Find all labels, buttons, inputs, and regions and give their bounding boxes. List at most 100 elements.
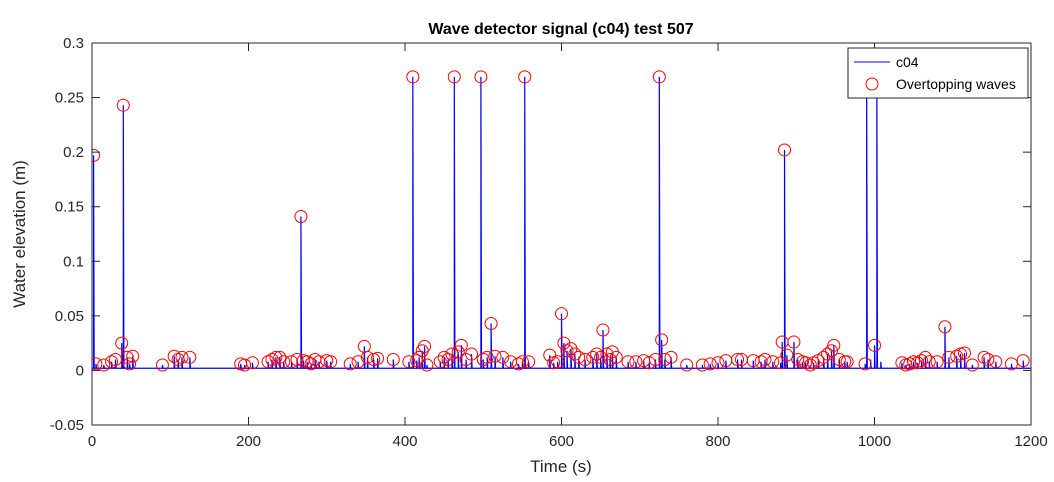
x-tick-label: 200	[236, 433, 261, 450]
overtopping-wave-marker	[1004, 357, 1018, 371]
legend-marker-swatch	[865, 77, 879, 91]
overtopping-wave-marker	[950, 349, 964, 363]
overtopping-wave-marker	[543, 348, 557, 362]
overtopping-wave-marker	[648, 353, 662, 367]
overtopping-wave-marker	[560, 344, 574, 358]
y-tick-label: 0.3	[63, 35, 84, 52]
overtopping-wave-marker	[590, 347, 604, 361]
overtopping-wave-marker	[518, 70, 532, 84]
overtopping-wave-marker	[658, 353, 672, 367]
overtopping-wave-marker	[977, 350, 991, 364]
x-tick-label: 600	[549, 433, 574, 450]
overtopping-wave-marker	[454, 338, 468, 352]
overtopping-wave-marker	[269, 350, 283, 364]
overtopping-wave-marker	[437, 350, 451, 364]
overtopping-wave-marker	[840, 355, 854, 369]
legend: c04 Overtopping waves	[847, 47, 1029, 99]
overtopping-wave-marker	[629, 355, 643, 369]
overtopping-wave-marker	[642, 356, 656, 370]
overtopping-wave-marker	[758, 353, 772, 367]
x-axis-label: Time (s)	[530, 457, 592, 476]
overtopping-wave-marker	[343, 357, 357, 371]
overtopping-wave-marker	[824, 344, 838, 358]
overtopping-wave-marker	[555, 307, 568, 321]
overtopping-wave-marker	[817, 350, 831, 364]
overtopping-wave-marker	[680, 358, 694, 372]
overtopping-wave-marker	[821, 347, 835, 361]
overtopping-wave-marker	[803, 358, 817, 372]
overtopping-wave-marker	[930, 355, 944, 369]
overtopping-wave-marker	[445, 347, 459, 361]
y-tick-label: 0.1	[63, 253, 84, 270]
overtopping-wave-marker	[903, 357, 917, 371]
overtopping-wave-marker	[304, 357, 318, 371]
overtopping-wave-marker	[155, 358, 169, 372]
overtopping-wave-marker	[406, 70, 420, 84]
x-tick-label: 0	[88, 433, 96, 450]
overtopping-wave-marker	[572, 350, 586, 364]
overtopping-wave-marker	[324, 355, 338, 369]
overtopping-wave-marker	[294, 210, 308, 224]
overtopping-wave-marker	[92, 148, 101, 162]
overtopping-wave-marker	[938, 320, 952, 334]
overtopping-wave-marker	[568, 347, 582, 361]
overtopping-wave-marker	[484, 316, 498, 330]
overtopping-wave-marker	[787, 335, 801, 349]
overtopping-wave-marker	[731, 353, 745, 367]
overtopping-wave-marker	[942, 350, 956, 364]
x-axis: 0 200 400 600 800 1000 1200	[88, 43, 1048, 450]
overtopping-wave-marker	[522, 355, 536, 369]
overtopping-wave-marker	[447, 70, 461, 84]
overtopping-wave-marker	[420, 358, 434, 372]
overtopping-wave-marker	[827, 338, 841, 352]
overtopping-wave-marker	[621, 355, 635, 369]
overtopping-wave-marker	[175, 350, 189, 364]
overtopping-wave-marker	[1016, 354, 1030, 368]
overtopping-wave-marker	[123, 357, 137, 371]
overtopping-wave-marker	[989, 355, 1003, 369]
overtopping-wave-marker	[92, 357, 103, 371]
overtopping-wave-marker	[277, 355, 291, 369]
overtopping-wave-marker	[126, 349, 140, 363]
x-tick-label: 1200	[1014, 433, 1047, 450]
overtopping-wave-marker	[578, 353, 592, 367]
overtopping-wave-marker	[451, 345, 465, 359]
overtopping-wave-marker	[594, 350, 608, 364]
overtopping-wave-marker	[551, 355, 565, 369]
x-tick-label: 800	[705, 433, 730, 450]
y-axis-label: Water elevation (m)	[10, 160, 29, 308]
overtopping-wave-marker	[360, 350, 374, 364]
overtopping-wave-marker	[183, 350, 197, 364]
overtopping-wave-marker	[655, 333, 669, 347]
overtopping-wave-marker	[433, 355, 447, 369]
overtopping-wave-marker	[664, 350, 678, 364]
overtopping-wave-marker	[386, 353, 400, 367]
overtopping-wave-marker	[780, 348, 794, 362]
overtopping-wave-marker	[261, 355, 275, 369]
overtopping-wave-marker	[488, 349, 502, 363]
legend-entry-overtopping-waves: Overtopping waves	[896, 76, 1016, 92]
overtopping-wave-marker	[596, 323, 610, 337]
y-tick-label: -0.05	[50, 417, 84, 434]
overtopping-wave-marker	[981, 353, 995, 367]
overtopping-wave-marker	[167, 349, 181, 363]
overtopping-wave-marker	[290, 353, 304, 367]
overtopping-wave-marker	[695, 358, 709, 372]
overtopping-wave-marker	[97, 358, 111, 372]
overtopping-wave-marker	[273, 350, 287, 364]
overtopping-wave-marker	[238, 358, 252, 372]
overtopping-wave-marker	[496, 350, 510, 364]
y-tick-label: 0.2	[63, 144, 84, 161]
y-tick-label: 0	[76, 362, 84, 379]
overtopping-wave-marker	[245, 356, 259, 370]
overtopping-wave-marker	[515, 355, 529, 369]
overtopping-wave-marker	[586, 350, 600, 364]
overtopping-wave-marker	[511, 357, 525, 371]
overtopping-wave-marker	[371, 351, 385, 365]
overtopping-wave-marker	[412, 350, 426, 364]
y-tick-label: 0.15	[55, 199, 84, 216]
overtopping-wave-marker	[918, 350, 932, 364]
overtopping-wave-marker	[474, 70, 488, 84]
legend-box	[847, 47, 1029, 99]
